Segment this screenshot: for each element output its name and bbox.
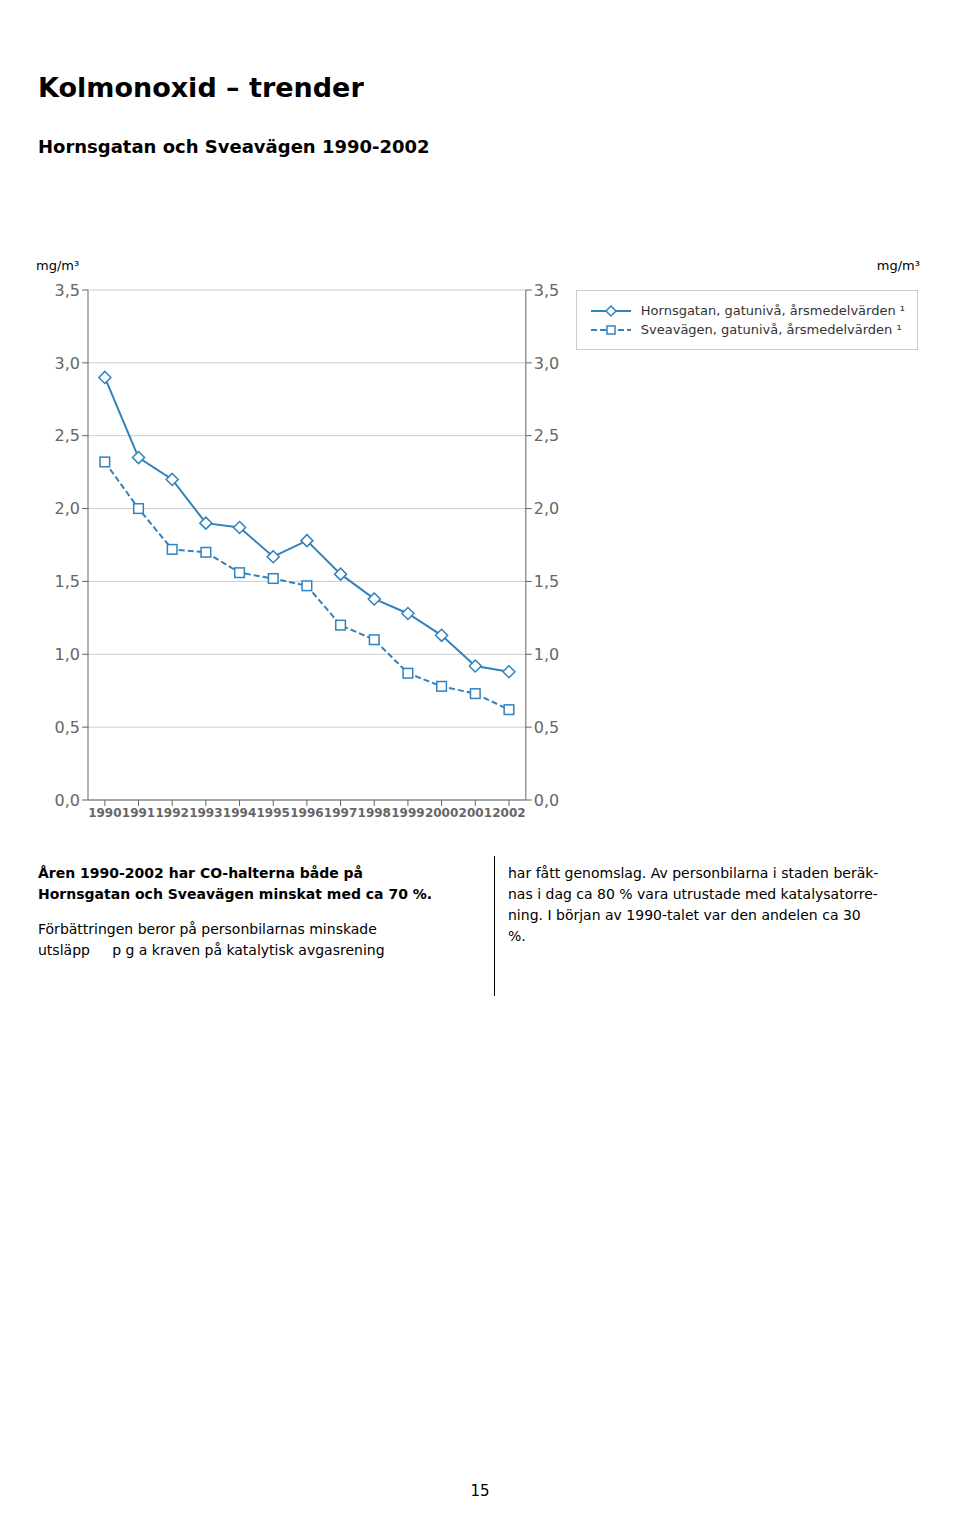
html-text:15: 15 <box>470 1482 490 1500</box>
svg-text:2,5: 2,5 <box>55 426 80 445</box>
svg-text:2002: 2002 <box>492 806 525 820</box>
html-text:mg/m³: mg/m³ <box>876 258 920 273</box>
svg-text:3,0: 3,0 <box>534 354 559 373</box>
svg-text:1990: 1990 <box>88 806 121 820</box>
html-text:ning. I början av 1990-talet v: ning. I början av 1990-talet var den and… <box>508 907 861 923</box>
html-text:Hornsgatan och Sveavägen 1990-: Hornsgatan och Sveavägen 1990-2002 <box>38 136 430 157</box>
svg-text:2,0: 2,0 <box>534 499 559 518</box>
svg-text:2,0: 2,0 <box>55 499 80 518</box>
svg-text:1996: 1996 <box>290 806 323 820</box>
svg-text:0,0: 0,0 <box>55 791 80 810</box>
html-text:mg/m³: mg/m³ <box>36 258 80 273</box>
html-text:Hornsgatan, gatunivå, årsmedel: Hornsgatan, gatunivå, årsmedelvärden ¹ <box>640 303 905 318</box>
html-text:Hornsgatan och Sveavägen minsk: Hornsgatan och Sveavägen minskat med ca … <box>38 886 433 902</box>
svg-text:1,5: 1,5 <box>534 572 559 591</box>
svg-text:1992: 1992 <box>155 806 188 820</box>
html-text:Åren 1990-2002 har CO-halterna: Åren 1990-2002 har CO-halterna både på <box>38 865 364 881</box>
svg-text:1998: 1998 <box>358 806 391 820</box>
svg-text:1994: 1994 <box>223 806 256 820</box>
svg-text:0,0: 0,0 <box>534 791 559 810</box>
svg-text:2000: 2000 <box>425 806 458 820</box>
svg-text:0,5: 0,5 <box>55 718 80 737</box>
svg-text:1,0: 1,0 <box>534 645 559 664</box>
html-text:har fått genomslag. Av personb: har fått genomslag. Av personbilarna i s… <box>508 865 879 881</box>
svg-text:1991: 1991 <box>122 806 155 820</box>
html-text:Sveavägen, gatunivå, årsmedelv: Sveavägen, gatunivå, årsmedelvärden ¹ <box>640 322 902 337</box>
svg-text:3,0: 3,0 <box>55 354 80 373</box>
svg-text:1,0: 1,0 <box>55 645 80 664</box>
svg-text:1999: 1999 <box>391 806 424 820</box>
svg-text:1993: 1993 <box>189 806 222 820</box>
svg-text:1997: 1997 <box>324 806 357 820</box>
html-text:Kolmonoxid – trender: Kolmonoxid – trender <box>38 72 364 103</box>
svg-text:1,5: 1,5 <box>55 572 80 591</box>
svg-text:2,5: 2,5 <box>534 426 559 445</box>
html-text:Förbättringen beror på personb: Förbättringen beror på personbilarnas mi… <box>38 921 377 937</box>
svg-text:2001: 2001 <box>459 806 492 820</box>
svg-text:3,5: 3,5 <box>534 281 559 300</box>
svg-text:1995: 1995 <box>257 806 290 820</box>
html-text:nas i dag ca 80 % vara utrusta: nas i dag ca 80 % vara utrustade med kat… <box>508 886 878 902</box>
svg-text:0,5: 0,5 <box>534 718 559 737</box>
svg-text:3,5: 3,5 <box>55 281 80 300</box>
html-text:utsläpp p g a kraven på kataly: utsläpp p g a kraven på katalytisk avgas… <box>38 942 385 958</box>
